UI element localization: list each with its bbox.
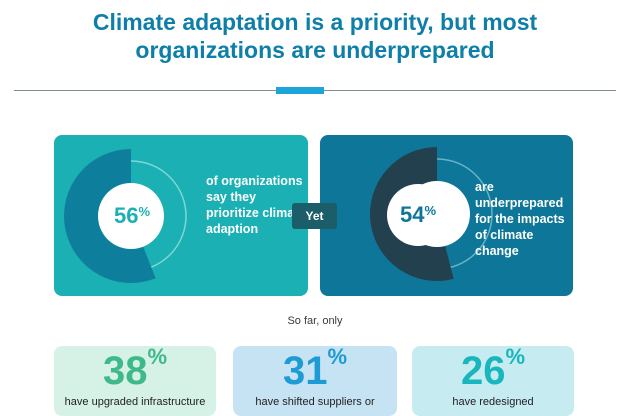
donut-sector	[64, 149, 156, 283]
percentage-value: 54	[399, 202, 425, 227]
percentage-value: 56	[113, 203, 139, 228]
divider-accent	[276, 87, 324, 94]
underprepared-description: are underprepared for the impacts of cli…	[475, 180, 565, 258]
stat-unit: %	[327, 346, 348, 369]
stat-number: 38	[102, 349, 148, 393]
page-title: Climate adaptation is a priority, but mo…	[0, 8, 630, 64]
yet-badge: Yet	[292, 203, 337, 229]
prioritize-percentage: 56%	[101, 185, 163, 247]
stat-description: have shifted suppliers or	[255, 396, 375, 408]
stat-value: 38%	[54, 346, 216, 393]
stat-value: 31%	[233, 346, 397, 393]
stat-unit: %	[505, 346, 526, 369]
stat-description: have upgraded infrastructure	[64, 396, 206, 408]
title-line-1: Climate adaptation is a priority, but mo…	[92, 9, 538, 35]
so-far-label: So far, only	[287, 315, 343, 327]
underprepared-card: 54% are underprepared for the impacts of…	[320, 135, 573, 296]
stat-number: 31	[282, 349, 328, 393]
stat-value: 26%	[412, 346, 574, 393]
underprepared-percentage: 54%	[387, 184, 449, 246]
stat-card-suppliers: 31% have shifted suppliers or	[233, 346, 397, 416]
donut-sector	[369, 147, 454, 281]
stat-number: 26	[460, 349, 506, 393]
stat-description: have redesigned	[452, 396, 534, 408]
prioritize-card: 56% of organizations say they prioritize…	[54, 135, 308, 296]
title-line-2: organizations are underprepared	[135, 37, 495, 63]
stat-card-redesigned: 26% have redesigned	[412, 346, 574, 416]
stat-unit: %	[147, 346, 168, 369]
stat-card-infrastructure: 38% have upgraded infrastructure	[54, 346, 216, 416]
prioritize-description: of organizations say they prioritize cli…	[206, 174, 306, 236]
